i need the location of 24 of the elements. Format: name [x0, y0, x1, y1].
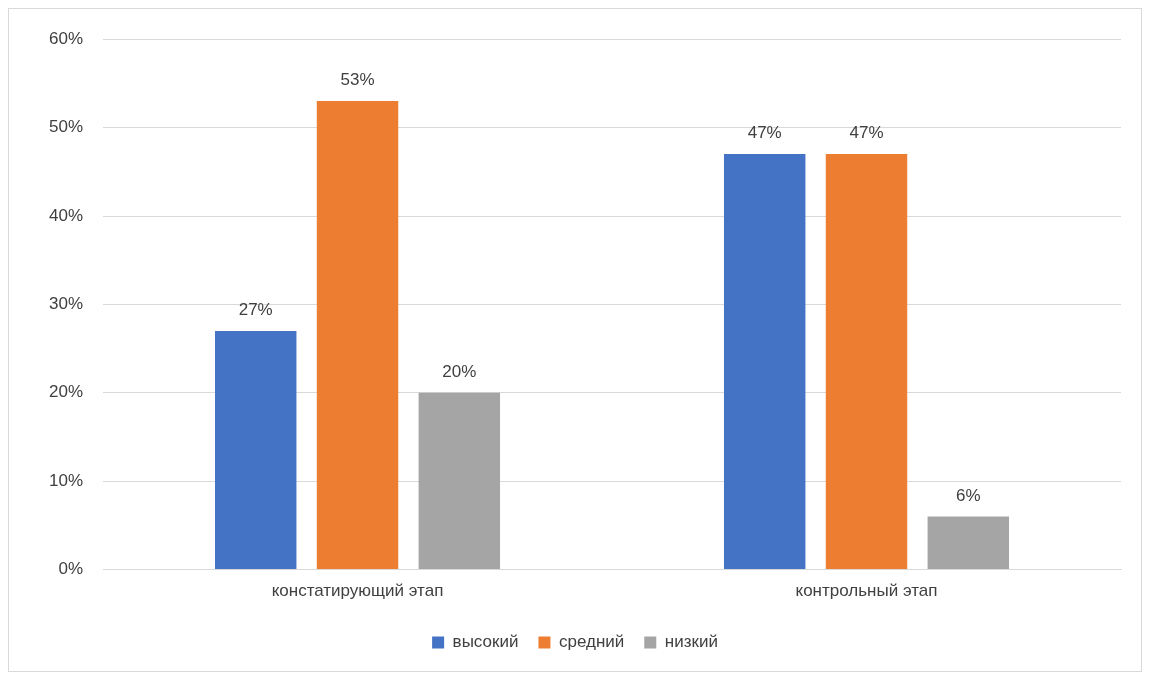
data-label: 53% — [340, 70, 375, 90]
bar — [723, 154, 806, 570]
data-label: 47% — [849, 123, 884, 143]
bar — [927, 516, 1010, 570]
bar — [215, 330, 297, 570]
data-label: 20% — [442, 361, 477, 381]
data-label: 6% — [956, 485, 981, 505]
bar — [418, 392, 501, 570]
legend-label: средний — [558, 632, 625, 652]
y-tick-label: 20% — [48, 382, 84, 402]
legend-label: высокий — [452, 632, 519, 652]
y-tick-label: 0% — [58, 559, 84, 579]
y-tick-label: 40% — [48, 205, 84, 225]
data-label: 47% — [747, 123, 782, 143]
legend-label: низкий — [664, 632, 718, 652]
y-tick-label: 10% — [48, 470, 84, 490]
y-tick-label: 60% — [48, 28, 84, 48]
x-tick-label: констатирующий этап — [271, 581, 444, 601]
bar — [825, 154, 908, 570]
y-tick-label: 30% — [48, 294, 84, 314]
bar — [316, 101, 399, 570]
x-tick-label: контрольный этап — [795, 581, 938, 601]
data-label: 27% — [238, 300, 273, 320]
y-tick-label: 50% — [48, 117, 84, 137]
